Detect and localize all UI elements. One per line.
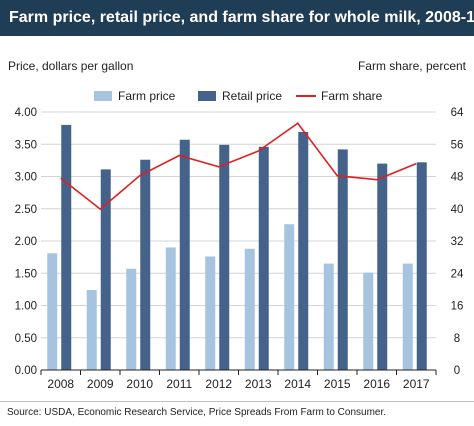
source-note: Source: USDA, Economic Research Service,… [7,407,387,418]
retail-price-bar [416,162,427,370]
source-divider [0,401,474,402]
y-right-tick-label: 64 [451,107,464,119]
y-right-axis-title: Farm share, percent [358,59,467,73]
y-left-tick-label: 3.00 [15,172,37,184]
y-left-tick-label: 2.00 [15,236,37,248]
x-tick-label: 2012 [205,377,232,391]
retail-price-bar [298,131,309,370]
retail-price-bar [337,149,348,370]
title-bar: Farm price, retail price, and farm share… [0,0,474,36]
y-right-tick-label: 40 [451,204,464,216]
legend-swatch-farm-price [94,91,112,101]
farm-share-line [60,122,417,211]
y-right-tick-label: 24 [451,268,464,280]
farm-price-bar [363,272,374,370]
legend-label-farm-share: Farm share [321,89,383,103]
farm-price-bar [244,248,255,370]
y-right-tick-label: 32 [451,236,464,248]
y-right-tick-label: 16 [451,301,464,313]
y-left-tick-label: 4.00 [15,107,37,119]
legend-label-retail-price: Retail price [222,89,282,103]
chart-title: Farm price, retail price, and farm share… [9,9,474,26]
x-tick-label: 2009 [87,377,114,391]
y-right-tick-label: 48 [451,172,464,184]
farm-price-bar [402,263,413,370]
legend-swatch-retail-price [198,91,216,101]
farm-price-bar [86,290,97,370]
x-tick-label: 2010 [126,377,153,391]
y-left-tick-label: 2.50 [15,204,37,216]
farm-price-bar [323,263,334,370]
x-tick-label: 2015 [324,377,351,391]
farm-price-bar [205,256,216,370]
y-right-tick-label: 56 [451,139,464,151]
x-tick-label: 2014 [284,377,311,391]
y-left-tick-label: 3.50 [15,139,37,151]
y-right-tick-label: 8 [454,333,460,345]
farm-price-bar [47,253,58,370]
y-left-tick-label: 1.50 [15,268,37,280]
x-tick-label: 2008 [47,377,74,391]
farm-price-bar [126,268,137,370]
x-tick-label: 2011 [166,377,192,391]
x-tick-label: 2016 [363,377,390,391]
retail-price-bar [100,169,111,370]
farm-price-bar [165,247,176,370]
retail-price-bar [61,124,72,371]
x-tick-label: 2013 [245,377,272,391]
retail-price-bar [219,144,230,370]
farm-price-bar [284,224,295,370]
retail-price-bar [258,146,269,370]
y-left-tick-label: 1.00 [15,301,37,313]
x-tick-label: 2017 [403,377,430,391]
y-left-axis-title: Price, dollars per gallon [8,59,133,73]
legend-label-farm-price: Farm price [118,89,176,103]
retail-price-bar [179,139,190,370]
y-left-tick-label: 0.50 [15,333,37,345]
retail-price-bar [140,159,151,370]
retail-price-bar [377,163,388,370]
y-right-tick-label: 0 [454,365,460,377]
chart-svg: Price, dollars per gallon Farm share, per… [8,59,467,391]
y-left-tick-label: 0.00 [15,365,37,377]
